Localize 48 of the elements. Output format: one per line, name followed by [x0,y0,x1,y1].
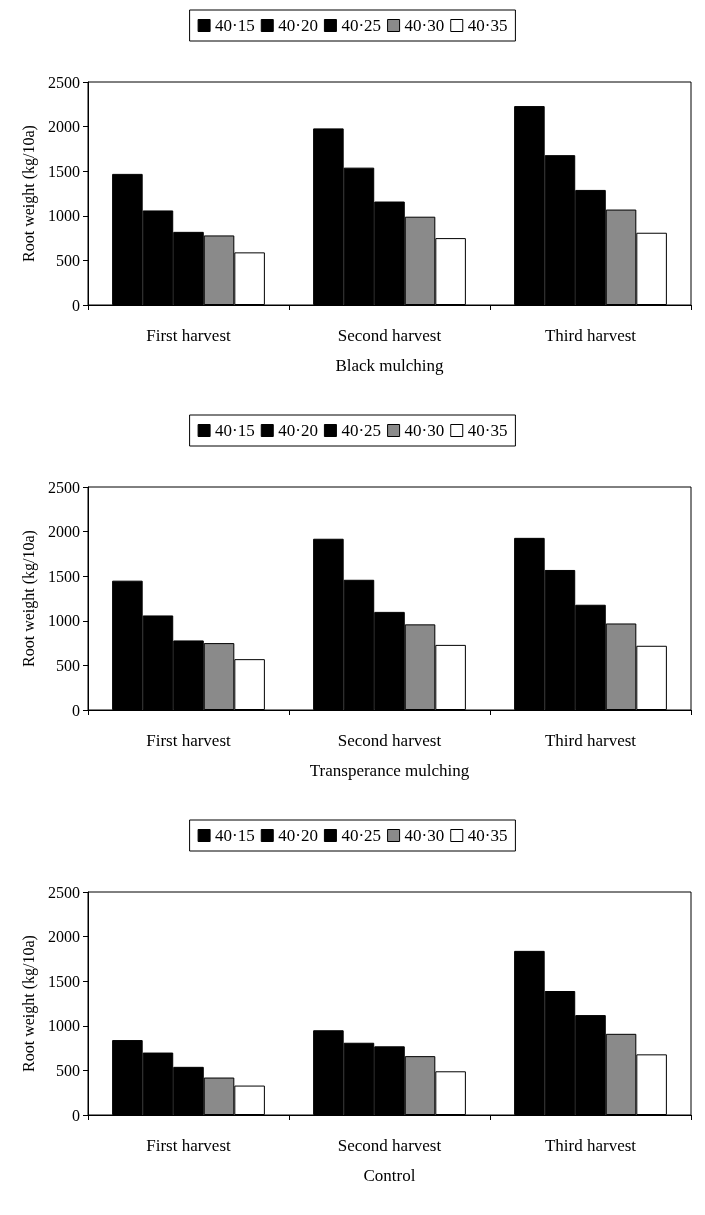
legend-label: 40·15 [215,826,255,845]
legend-label: 40·20 [278,826,318,845]
x-tick-label: Third harvest [544,1136,637,1155]
legend-label: 40·25 [341,16,382,35]
y-tick-label: 2000 [48,928,80,946]
legend-label: 40·15 [215,421,255,440]
y-tick-label: 2500 [48,478,80,496]
y-tick-label: 1000 [48,207,80,225]
legend-label: 40·35 [467,421,508,440]
x-axis-title: Control [363,1166,416,1185]
y-tick-label: 2500 [48,883,80,901]
y-tick-label: 0 [72,701,80,719]
y-axis-title: Root weight (kg/10a) [19,125,38,262]
y-tick-label: 0 [72,1106,80,1124]
x-tick-label: Third harvest [544,326,637,345]
x-axis-title: Transperance mulching [309,761,470,780]
x-axis-title: Black mulching [335,356,445,375]
y-tick-label: 1500 [48,972,80,990]
y-tick-label: 500 [56,1061,80,1079]
y-tick-label: 500 [56,656,80,674]
y-axis-title: Root weight (kg/10a) [19,935,38,1072]
x-tick-label: Second harvest [337,326,442,345]
x-tick-label: Second harvest [337,1136,442,1155]
y-tick-label: 2000 [48,118,80,136]
y-tick-label: 500 [56,251,80,269]
y-tick-label: 1000 [48,1017,80,1035]
legend-label: 40·25 [341,826,382,845]
legend-label: 40·20 [278,421,318,440]
legend-label: 40·25 [341,421,382,440]
x-tick-label: Third harvest [544,731,637,750]
y-tick-label: 2500 [48,73,80,91]
y-tick-label: 1500 [48,567,80,585]
legend-label: 40·30 [404,826,445,845]
legend-label: 40·35 [467,826,508,845]
y-tick-label: 0 [72,296,80,314]
legend-label: 40·15 [215,16,255,35]
legend-label: 40·30 [404,421,445,440]
y-tick-label: 2000 [48,523,80,541]
y-tick-label: 1000 [48,612,80,630]
legend-label: 40·35 [467,16,508,35]
legend-label: 40·30 [404,16,445,35]
legend-label: 40·20 [278,16,318,35]
x-tick-label: First harvest [146,326,232,345]
x-tick-label: Second harvest [337,731,442,750]
y-axis-title: Root weight (kg/10a) [19,530,38,667]
y-tick-label: 1500 [48,162,80,180]
x-tick-label: First harvest [146,731,232,750]
x-tick-label: First harvest [146,1136,232,1155]
